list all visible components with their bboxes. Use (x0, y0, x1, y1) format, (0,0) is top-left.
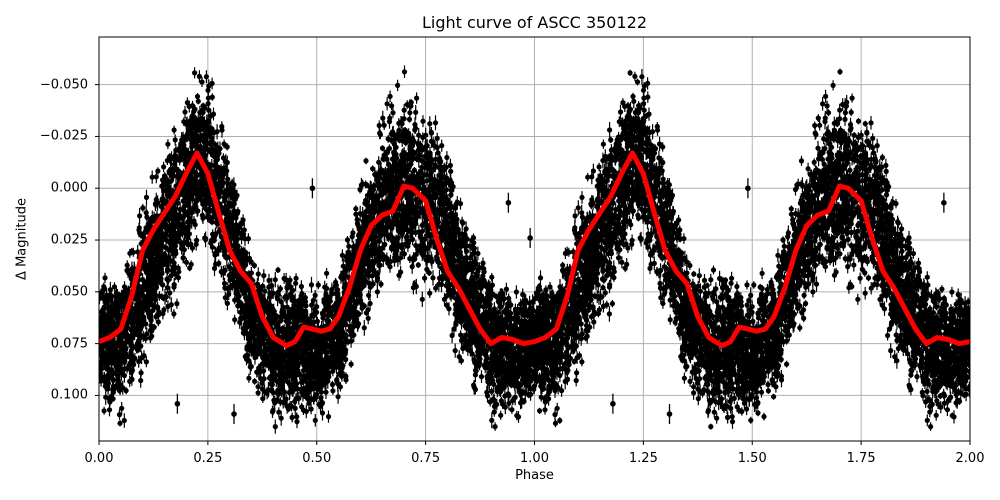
x-tick-label: 0.25 (193, 451, 223, 466)
y-tick-label: 0.000 (50, 180, 88, 196)
y-tick-label: 0.050 (50, 284, 88, 300)
outlier-points (174, 178, 947, 425)
x-tick-label: 1.25 (628, 451, 658, 466)
x-tick-label: 2.00 (955, 451, 985, 466)
tick-marks (95, 84, 971, 445)
y-tick-label: −0.025 (39, 128, 88, 144)
x-tick-label: 0.50 (302, 451, 332, 466)
y-tick-label: 0.075 (50, 336, 88, 352)
chart-title: Light curve of ASCC 350122 (421, 13, 648, 32)
x-tick-label: 1.50 (737, 451, 767, 466)
x-tick-label: 0.75 (411, 451, 441, 466)
y-tick-label: −0.050 (39, 77, 88, 93)
x-tick-label: 0.00 (84, 451, 114, 466)
x-tick-label: 1.00 (520, 451, 549, 466)
y-tick-label: 0.100 (50, 387, 88, 403)
binned-curve (99, 150, 970, 349)
x-tick-label: 1.75 (846, 451, 876, 466)
y-tick-label: 0.025 (50, 232, 88, 248)
x-axis-label: Phase (515, 468, 554, 483)
